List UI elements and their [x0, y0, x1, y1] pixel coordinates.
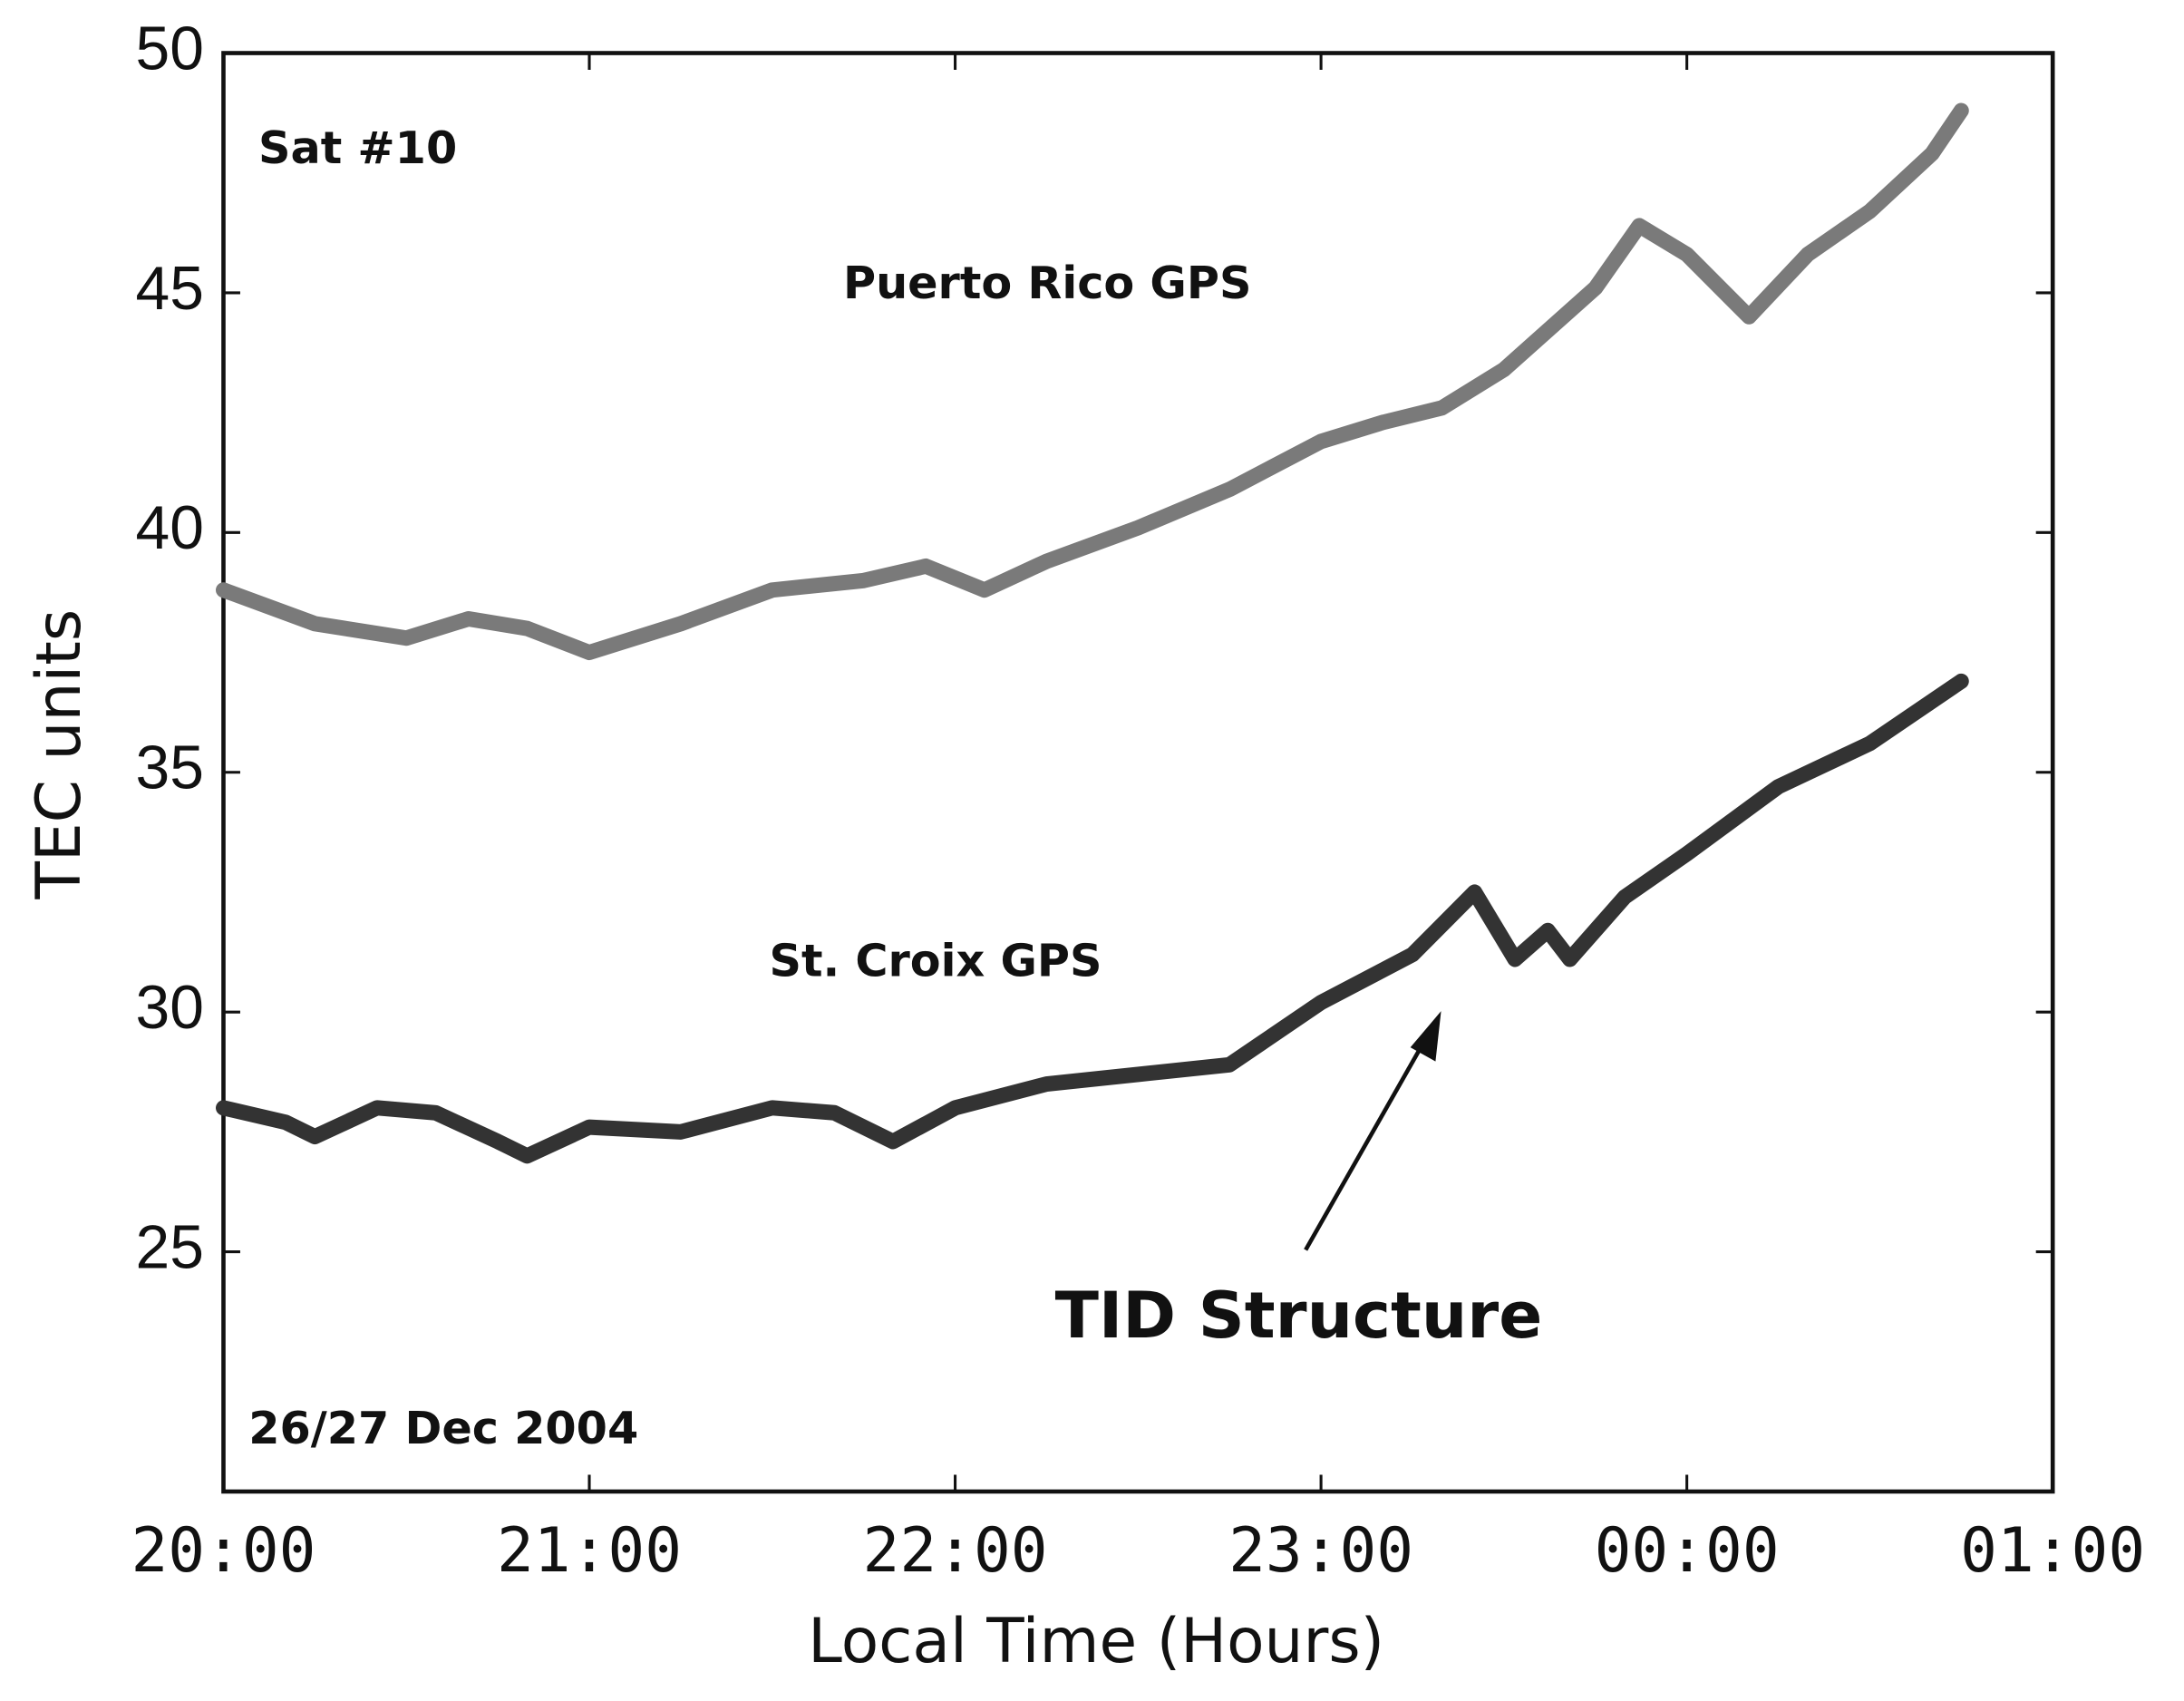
arrow-head: [1410, 1011, 1441, 1062]
x-tick-label: 22:00: [863, 1514, 1048, 1586]
annotation: St. Croix GPS: [769, 934, 1102, 987]
arrow-shaft: [1304, 1035, 1430, 1251]
y-tick-label: 35: [136, 734, 204, 802]
series-line: [216, 673, 1969, 1164]
y-tick-label: 30: [136, 974, 204, 1042]
annotation: Sat #10: [258, 122, 457, 174]
annotation: Puerto Rico GPS: [843, 257, 1252, 309]
y-tick-label: 40: [136, 494, 204, 562]
y-tick-label: 50: [136, 15, 204, 83]
y-tick-label: 25: [136, 1213, 204, 1281]
annotation: TID Structure: [1055, 1278, 1543, 1353]
y-tick-label: 45: [136, 255, 204, 323]
x-tick-label: 01:00: [1960, 1514, 2145, 1586]
annotation: 26/27 Dec 2004: [248, 1402, 638, 1454]
y-axis-label: TEC units: [23, 609, 94, 900]
x-tick-label: 20:00: [131, 1514, 315, 1586]
x-axis-label: Local Time (Hours): [808, 1605, 1384, 1677]
x-tick-label: 00:00: [1595, 1514, 1780, 1586]
x-tick-label: 23:00: [1228, 1514, 1413, 1586]
x-tick-label: 21:00: [497, 1514, 682, 1586]
series-line: [216, 102, 1969, 661]
